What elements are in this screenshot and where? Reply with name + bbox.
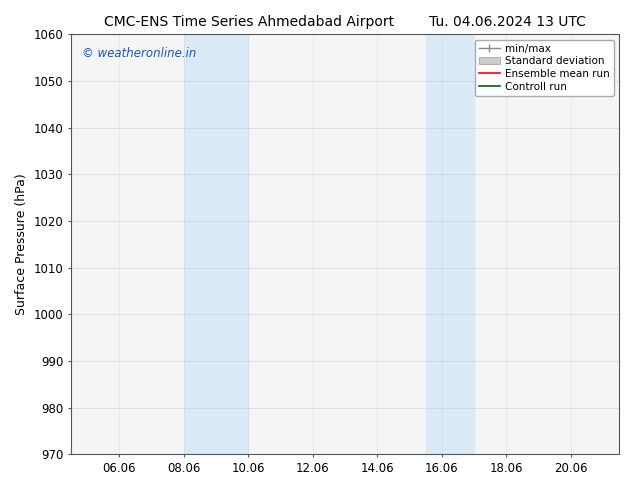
Title: CMC-ENS Time Series Ahmedabad Airport        Tu. 04.06.2024 13 UTC: CMC-ENS Time Series Ahmedabad Airport Tu… — [104, 15, 586, 29]
Text: © weatheronline.in: © weatheronline.in — [82, 47, 197, 60]
Bar — [184, 34, 249, 454]
Bar — [425, 34, 474, 454]
Y-axis label: Surface Pressure (hPa): Surface Pressure (hPa) — [15, 173, 28, 315]
Legend: min/max, Standard deviation, Ensemble mean run, Controll run: min/max, Standard deviation, Ensemble me… — [475, 40, 614, 96]
